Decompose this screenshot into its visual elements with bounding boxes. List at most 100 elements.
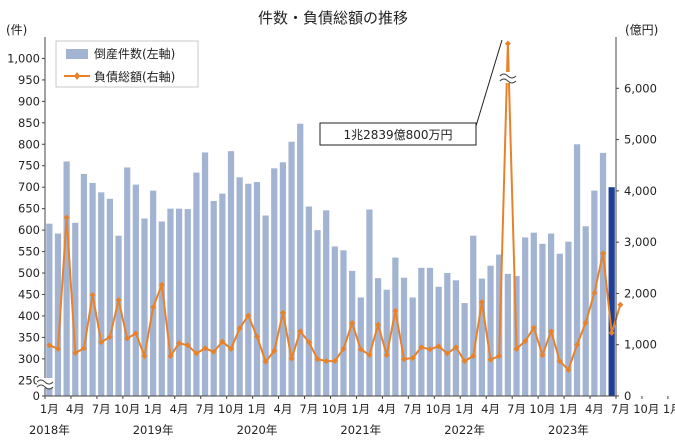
left-tick-label-2: 300 xyxy=(18,352,40,366)
x-tick-label-21: 4月 xyxy=(585,402,604,416)
bar-11 xyxy=(141,218,148,396)
line-point-28 xyxy=(288,355,295,362)
year-label-3: 2021年 xyxy=(340,423,381,437)
bar-50 xyxy=(478,278,486,396)
bar-16 xyxy=(184,209,191,396)
line-point-23 xyxy=(245,312,252,319)
line-point-32 xyxy=(323,358,330,365)
bar-9 xyxy=(124,167,131,396)
line-point-21 xyxy=(228,345,235,352)
x-tick-label-5: 4月 xyxy=(170,402,189,416)
line-point-9 xyxy=(124,335,131,342)
x-tick-label-2: 7月 xyxy=(92,402,111,416)
bar-33 xyxy=(331,246,338,396)
bar-31 xyxy=(314,230,321,396)
line-point-65 xyxy=(608,329,615,336)
line-point-37 xyxy=(366,351,373,358)
left-tick-label-1: 250 xyxy=(18,373,40,387)
year-label-0: 2018年 xyxy=(29,423,70,437)
line-point-59 xyxy=(556,358,563,365)
bar-25 xyxy=(262,215,269,396)
line-point-48 xyxy=(461,358,468,365)
line-point-45 xyxy=(435,343,442,350)
bar-38 xyxy=(374,278,382,396)
left-tick-label-8: 600 xyxy=(18,223,40,237)
bar-43 xyxy=(418,267,425,396)
bar-41 xyxy=(400,277,408,396)
chart-title: 件数・負債総額の推移 xyxy=(258,9,408,27)
bar-29 xyxy=(297,123,304,397)
right-tick-label-3: 3,000 xyxy=(624,235,657,249)
x-tick-label-14: 7月 xyxy=(403,402,422,416)
x-tick-label-7: 10月 xyxy=(218,402,244,416)
bar-8 xyxy=(115,235,122,396)
bar-64 xyxy=(599,152,607,396)
line-point-62 xyxy=(582,319,589,326)
x-tick-label-8: 1月 xyxy=(248,402,267,416)
line-point-30 xyxy=(305,339,312,346)
annotation-box xyxy=(319,122,477,146)
line-point-49 xyxy=(470,353,477,359)
bar-13 xyxy=(158,221,165,396)
line-point-6 xyxy=(98,339,105,346)
bar-18 xyxy=(201,152,209,396)
x-tick-label-12: 1月 xyxy=(351,402,370,416)
right-tick-label-4: 4,000 xyxy=(624,184,657,198)
line-point-19 xyxy=(210,348,217,355)
bar-17 xyxy=(193,172,200,396)
bar-39 xyxy=(383,289,390,396)
bar-7 xyxy=(106,198,113,396)
x-tick-label-15: 10月 xyxy=(426,402,452,416)
line-point-26 xyxy=(271,347,278,354)
line-point-7 xyxy=(106,334,113,341)
left-tick-label-5: 450 xyxy=(18,287,40,301)
bar-44 xyxy=(426,267,434,396)
bar-0 xyxy=(46,223,53,396)
line-point-61 xyxy=(574,341,581,348)
line-point-63 xyxy=(591,289,598,296)
line-point-35 xyxy=(349,320,356,327)
line-point-53 xyxy=(504,40,511,47)
x-tick-label-18: 7月 xyxy=(507,402,526,416)
line-point-47 xyxy=(452,344,459,351)
line-point-50 xyxy=(478,299,485,306)
line-point-11 xyxy=(141,353,148,359)
left-break-mark-lower xyxy=(36,384,54,390)
bar-60 xyxy=(565,241,572,396)
bar-4 xyxy=(80,173,88,396)
left-axis-ticks: 0 250 300 350 400 450 500 550 600 650 700 750 800 850… xyxy=(7,51,45,403)
line-point-46 xyxy=(444,350,451,357)
bar-3 xyxy=(72,222,79,396)
bar-30 xyxy=(305,206,312,396)
line-point-12 xyxy=(150,304,157,311)
left-tick-label-4: 400 xyxy=(18,309,40,323)
right-axis-ticks: 0 1,000 2,000 3,000 4,000 5,000 6,000 xyxy=(616,81,657,403)
bar-24 xyxy=(253,182,261,396)
bar-53 xyxy=(504,273,511,396)
right-tick-label-6: 6,000 xyxy=(624,81,657,95)
left-tick-label-13: 850 xyxy=(18,116,40,130)
left-tick-label-10: 700 xyxy=(18,180,40,194)
line-point-58 xyxy=(548,328,555,335)
line-point-20 xyxy=(219,338,226,345)
line-point-31 xyxy=(314,356,321,363)
x-tick-label-3: 10月 xyxy=(114,402,140,416)
line-point-8 xyxy=(115,297,122,304)
line-point-41 xyxy=(401,356,408,363)
bar-65 xyxy=(608,187,615,396)
bar-28 xyxy=(288,141,295,396)
line-point-13 xyxy=(158,281,165,288)
line-point-56 xyxy=(530,324,537,331)
right-tick-label-0: 0 xyxy=(624,389,631,403)
right-tick-label-5: 5,000 xyxy=(624,133,657,147)
line-point-33 xyxy=(331,358,338,365)
x-tick-label-4: 1月 xyxy=(144,402,163,416)
bar-56 xyxy=(530,232,537,396)
line-point-34 xyxy=(340,345,347,352)
line-point-54 xyxy=(513,345,520,352)
line-point-2 xyxy=(63,214,70,221)
x-tick-label-6: 7月 xyxy=(196,402,215,416)
annotation: 1兆2839億800万円 xyxy=(319,39,503,146)
line-point-52 xyxy=(496,353,503,359)
left-tick-label-7: 550 xyxy=(18,245,40,259)
